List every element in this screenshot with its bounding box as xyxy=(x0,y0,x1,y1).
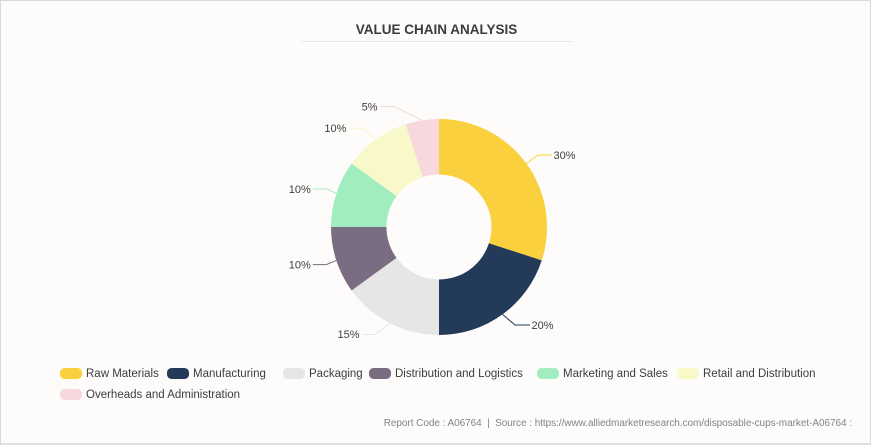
svg-text:10%: 10% xyxy=(289,260,311,272)
svg-text:5%: 5% xyxy=(362,102,378,114)
svg-text:10%: 10% xyxy=(289,184,311,196)
svg-text:10%: 10% xyxy=(324,123,346,135)
svg-text:20%: 20% xyxy=(532,320,554,332)
svg-text:30%: 30% xyxy=(554,150,576,162)
svg-text:15%: 15% xyxy=(337,329,359,341)
